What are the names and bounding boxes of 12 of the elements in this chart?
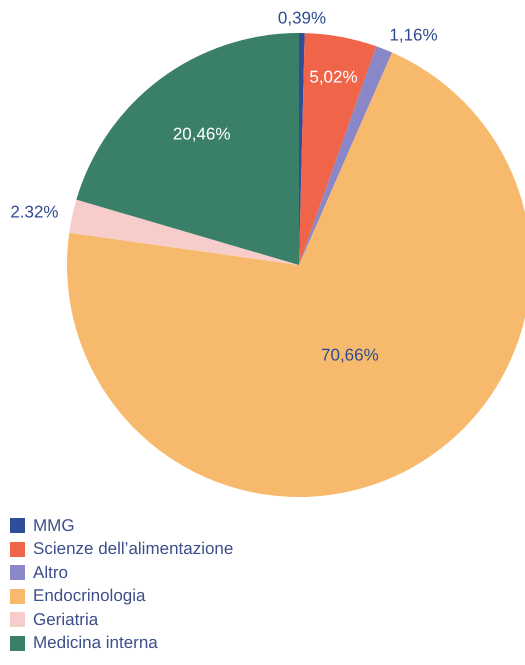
legend-label: Scienze dell’alimentazione (33, 539, 234, 560)
data-label: 0,39% (278, 8, 326, 28)
data-label: 1,16% (389, 26, 438, 45)
data-label: 2.32% (10, 202, 59, 222)
data-label: 5,02% (309, 67, 358, 86)
data-label: 20,46% (172, 124, 230, 144)
legend-label: Altro (33, 562, 68, 583)
legend-label: Endocrinologia (33, 586, 146, 606)
legend-label: MMG (33, 516, 75, 536)
legend-label: Geriatria (33, 610, 98, 630)
data-label: 70,66% (321, 346, 379, 365)
legend-label: Medicina interna (33, 633, 158, 654)
